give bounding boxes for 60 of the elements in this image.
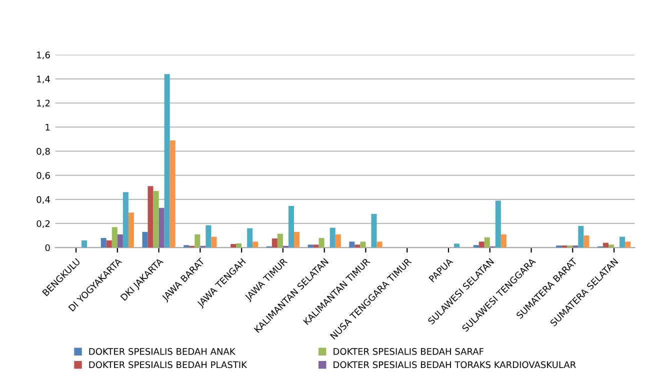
bar bbox=[335, 234, 341, 248]
y-tick-label: 0,8 bbox=[36, 148, 50, 156]
bar bbox=[602, 242, 609, 248]
bar bbox=[473, 245, 479, 248]
y-tick-label: 0,2 bbox=[36, 220, 50, 228]
bar bbox=[194, 234, 200, 248]
bar bbox=[318, 238, 324, 248]
legend-label: DOKTER SPESIALIS BEDAH ANAK bbox=[89, 348, 236, 355]
bar bbox=[454, 244, 460, 248]
legend-label: DOKTER SPESIALIS BEDAH TORAKS KARDIOVASKULAR bbox=[334, 361, 576, 368]
bar bbox=[206, 225, 212, 248]
bar bbox=[330, 228, 336, 248]
bar bbox=[170, 140, 176, 248]
bar bbox=[313, 244, 319, 248]
bar bbox=[478, 242, 484, 248]
y-tick-label: 1,6 bbox=[37, 52, 50, 60]
bar bbox=[272, 238, 278, 248]
bar bbox=[360, 242, 366, 248]
bar bbox=[376, 242, 382, 248]
bar bbox=[371, 214, 377, 248]
bar bbox=[100, 238, 106, 248]
y-tick-label: 1,4 bbox=[37, 76, 50, 84]
legend-label: DOKTER SPESIALIS BEDAH SARAF bbox=[334, 348, 484, 355]
bar bbox=[484, 237, 490, 248]
bar bbox=[153, 190, 159, 248]
bar bbox=[288, 206, 294, 248]
bar bbox=[578, 226, 584, 248]
y-tick-label: 0 bbox=[45, 244, 50, 252]
bar bbox=[277, 234, 283, 248]
bar bbox=[148, 186, 154, 248]
bar bbox=[117, 234, 123, 248]
legend-label: DOKTER SPESIALIS BEDAH PLASTIK bbox=[89, 361, 248, 368]
y-tick-label: 0,6 bbox=[36, 172, 50, 180]
bar bbox=[308, 244, 314, 248]
bar bbox=[230, 244, 236, 248]
bar bbox=[158, 208, 164, 248]
bar bbox=[106, 240, 112, 248]
bar bbox=[349, 242, 355, 248]
bar bbox=[608, 244, 614, 248]
bar bbox=[354, 244, 360, 248]
y-tick-label: 0,4 bbox=[36, 196, 50, 204]
bar bbox=[142, 232, 148, 248]
bar bbox=[620, 236, 626, 248]
bar bbox=[128, 212, 134, 248]
bar bbox=[500, 234, 506, 248]
y-tick-label: 1 bbox=[46, 124, 50, 131]
bar bbox=[122, 192, 128, 248]
bar bbox=[294, 232, 300, 248]
bar bbox=[252, 242, 258, 248]
bar bbox=[164, 74, 170, 248]
bar bbox=[495, 200, 501, 248]
bar bbox=[236, 243, 242, 248]
bar bbox=[247, 228, 253, 248]
bar bbox=[625, 242, 631, 248]
bar bbox=[112, 227, 118, 248]
bar bbox=[584, 236, 590, 248]
y-tick-label: 1,2 bbox=[37, 100, 50, 108]
bar bbox=[184, 245, 190, 248]
bar bbox=[211, 236, 217, 248]
bar bbox=[82, 240, 88, 248]
